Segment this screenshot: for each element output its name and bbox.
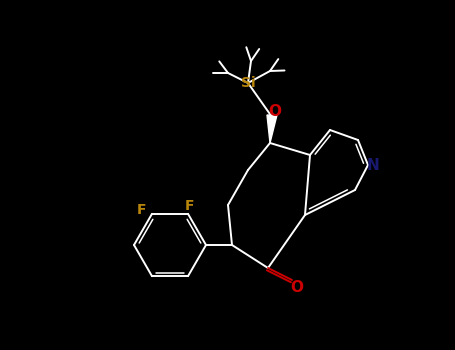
Text: Si: Si: [241, 76, 255, 90]
Text: F: F: [137, 203, 147, 217]
Polygon shape: [267, 115, 277, 143]
Text: F: F: [185, 199, 195, 213]
Text: O: O: [268, 105, 282, 119]
Text: O: O: [290, 280, 303, 294]
Text: N: N: [367, 158, 379, 173]
